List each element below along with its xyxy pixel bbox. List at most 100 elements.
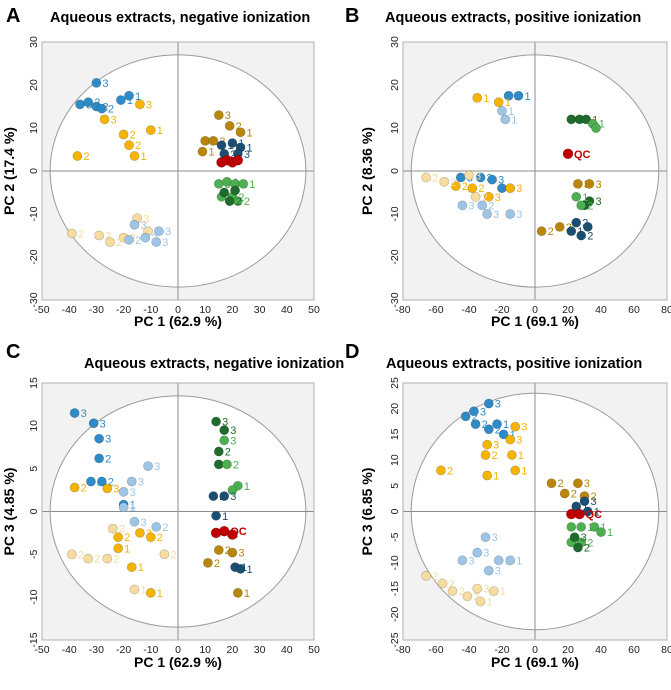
data-point-label: 2 [587, 200, 593, 212]
data-point [562, 148, 574, 160]
data-point [135, 99, 145, 110]
data-point-label: 2 [135, 140, 141, 152]
x-tick-label: -20 [116, 644, 131, 656]
data-point [232, 587, 243, 598]
data-point [584, 178, 595, 189]
y-tick-label: 10 [28, 122, 40, 134]
data-point [94, 453, 105, 464]
data-point-label: 2 [558, 478, 564, 490]
y-axis-label: PC 2 (17.4 %) [1, 127, 17, 215]
data-point [584, 196, 595, 206]
panel-letter: D [345, 341, 359, 363]
data-point [86, 476, 96, 487]
data-point-label: 3 [495, 192, 501, 204]
data-point [230, 185, 241, 196]
data-point [571, 217, 582, 228]
data-point-label: 3 [140, 220, 146, 232]
data-point-label: 1 [503, 419, 509, 431]
data-point [510, 421, 521, 432]
data-point [483, 565, 494, 576]
data-point-label: 3 [591, 496, 597, 508]
plot-frame [402, 382, 668, 641]
data-point [129, 516, 140, 527]
data-point-label: 2 [94, 554, 100, 566]
data-point [546, 478, 557, 489]
data-point-label: 1 [594, 507, 600, 519]
data-point-label: 1 [525, 91, 531, 103]
data-point-label: 3 [492, 532, 498, 544]
data-point [159, 549, 170, 560]
plot-frame [41, 41, 315, 301]
data-point [219, 425, 230, 436]
data-point-label: 1 [518, 450, 524, 462]
data-point [596, 527, 606, 537]
data-point [581, 114, 592, 125]
data-point-label: 3 [102, 78, 108, 90]
data-point [589, 522, 600, 532]
data-point [573, 542, 583, 553]
x-tick-label: 20 [227, 644, 239, 656]
data-point-label: 1 [487, 596, 493, 608]
data-point-label: 2 [584, 542, 590, 554]
data-point-label: 1 [208, 147, 214, 159]
y-tick-label: 20 [28, 79, 40, 91]
data-point [457, 555, 468, 566]
data-point-label: 3 [495, 566, 501, 578]
data-point [464, 170, 474, 181]
data-point [493, 97, 504, 108]
data-point-label: 2 [97, 477, 103, 489]
data-point [235, 127, 246, 138]
data-point [227, 529, 238, 540]
data-point-label: 2 [488, 200, 494, 212]
data-point [510, 465, 521, 476]
y-tick-label: 30 [28, 36, 40, 48]
data-point-label: 1 [521, 465, 527, 477]
series-dark-green: 332 [211, 417, 236, 470]
data-point [113, 532, 124, 543]
data-point [505, 183, 516, 194]
data-point-label: 1 [510, 429, 516, 441]
y-tick-label: -10 [28, 206, 40, 221]
data-point [421, 172, 431, 183]
data-point-label: 1 [607, 527, 613, 539]
data-point-label: 3 [230, 491, 236, 503]
x-tick-label: -10 [143, 304, 158, 316]
data-point [579, 496, 590, 507]
data-point [505, 209, 516, 219]
data-point-label: 1 [157, 125, 163, 137]
y-tick-label: -10 [389, 206, 401, 221]
data-point [447, 586, 458, 597]
data-point-label: 2 [236, 121, 242, 133]
data-point-label: 2 [482, 419, 488, 431]
data-point [506, 450, 517, 460]
data-point-label: 3 [495, 399, 501, 411]
data-point-label: 3 [493, 440, 499, 452]
data-point [140, 232, 151, 243]
data-point-label: 3 [521, 422, 527, 434]
data-point-label: 2 [214, 558, 220, 570]
y-tick-label: 5 [28, 466, 40, 472]
data-point [457, 200, 468, 211]
data-point [72, 151, 83, 161]
y-tick-label: 15 [389, 428, 401, 440]
x-tick-label: 60 [628, 644, 640, 656]
panel-letter: C [6, 341, 20, 363]
panel-letter: A [6, 5, 20, 27]
series-gold: 332 122 1 [72, 99, 163, 163]
data-point-label: 2 [236, 196, 242, 208]
data-point-label: 3 [154, 461, 160, 473]
data-point [482, 209, 493, 219]
data-point-label: 2 [225, 447, 231, 459]
data-point-label: 2 [81, 483, 87, 495]
x-tick-label: 50 [308, 644, 320, 656]
data-point [482, 439, 493, 450]
data-point [503, 90, 514, 101]
data-point [118, 502, 129, 513]
data-point-label: 3 [480, 406, 486, 418]
series-light-blue: 333113 [457, 532, 522, 578]
x-tick-label: 40 [595, 644, 607, 656]
x-tick-label: -40 [62, 304, 77, 316]
x-tick-label: 40 [281, 644, 293, 656]
panel-title: Aqueous extracts, negative ionization [50, 10, 310, 26]
data-point-label: 1 [493, 471, 499, 483]
